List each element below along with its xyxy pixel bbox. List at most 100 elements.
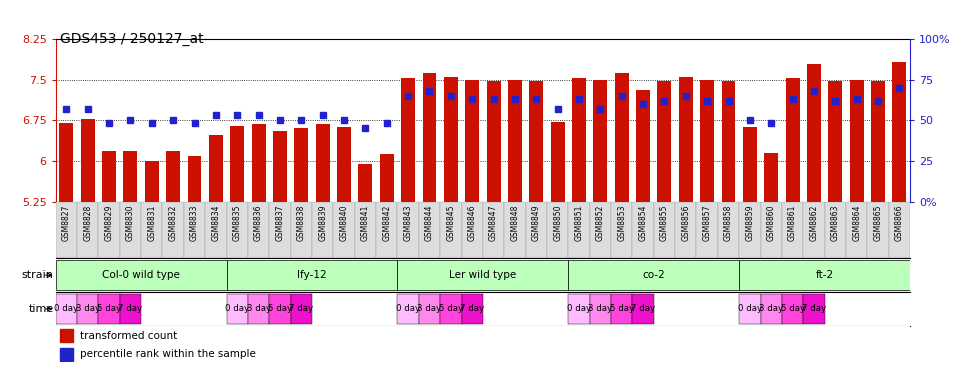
Bar <box>99 202 120 258</box>
Text: transformed count: transformed count <box>80 331 177 341</box>
Bar <box>419 294 440 324</box>
Text: GSM8839: GSM8839 <box>318 205 327 241</box>
Bar <box>444 77 458 202</box>
Text: 3 day: 3 day <box>247 305 271 313</box>
Text: GSM8861: GSM8861 <box>788 205 797 241</box>
Bar <box>77 202 98 258</box>
Bar <box>589 294 611 324</box>
Bar <box>466 79 479 202</box>
Text: 7 day: 7 day <box>460 305 484 313</box>
Bar <box>99 294 120 324</box>
Bar <box>252 124 266 202</box>
Bar <box>593 79 608 202</box>
Bar <box>295 128 308 202</box>
Text: GSM8838: GSM8838 <box>297 205 306 241</box>
Bar <box>227 202 248 258</box>
Text: 3 day: 3 day <box>76 305 100 313</box>
Bar <box>568 294 589 324</box>
Text: 7 day: 7 day <box>631 305 655 313</box>
Text: ft-2: ft-2 <box>816 270 833 280</box>
Bar <box>760 202 781 258</box>
Bar <box>273 131 287 202</box>
Bar <box>633 202 654 258</box>
Text: co-2: co-2 <box>642 270 665 280</box>
Text: 7 day: 7 day <box>118 305 142 313</box>
Bar <box>102 151 116 202</box>
Bar <box>739 260 910 290</box>
Bar <box>440 294 462 324</box>
Bar <box>380 154 394 202</box>
Bar <box>227 294 248 324</box>
Text: GSM8849: GSM8849 <box>532 205 540 241</box>
Text: GSM8856: GSM8856 <box>682 205 690 241</box>
Text: GSM8859: GSM8859 <box>745 205 755 241</box>
Text: GSM8841: GSM8841 <box>361 205 370 241</box>
Bar <box>508 79 522 202</box>
Text: GSM8828: GSM8828 <box>84 205 92 241</box>
Bar <box>850 79 864 202</box>
Bar <box>828 81 842 202</box>
Bar <box>337 127 351 202</box>
Bar <box>397 260 568 290</box>
Text: GSM8850: GSM8850 <box>553 205 563 241</box>
Bar <box>56 294 77 324</box>
Text: GSM8860: GSM8860 <box>767 205 776 241</box>
Text: 5 day: 5 day <box>268 305 292 313</box>
Text: GSM8846: GSM8846 <box>468 205 477 241</box>
Text: GSM8833: GSM8833 <box>190 205 199 241</box>
Text: 5 day: 5 day <box>439 305 463 313</box>
Bar <box>355 202 376 258</box>
Bar <box>358 164 372 202</box>
Text: 0 day: 0 day <box>226 305 250 313</box>
Bar <box>846 202 868 258</box>
Bar <box>568 260 739 290</box>
Text: GSM8842: GSM8842 <box>382 205 392 241</box>
Bar <box>487 81 500 202</box>
Bar <box>209 135 223 202</box>
Text: 3 day: 3 day <box>759 305 783 313</box>
Text: GSM8854: GSM8854 <box>638 205 648 241</box>
Bar <box>825 202 846 258</box>
Bar <box>397 294 419 324</box>
Bar <box>462 294 483 324</box>
Text: GSM8852: GSM8852 <box>596 205 605 241</box>
Text: GSM8829: GSM8829 <box>105 205 113 241</box>
Bar <box>248 202 269 258</box>
Bar <box>316 124 329 202</box>
Text: GSM8863: GSM8863 <box>830 205 840 241</box>
Bar <box>658 81 671 202</box>
Bar <box>739 294 760 324</box>
Bar <box>764 153 779 202</box>
Text: 3 day: 3 day <box>588 305 612 313</box>
Text: GSM8848: GSM8848 <box>511 205 519 241</box>
Bar <box>419 202 440 258</box>
Text: GSM8857: GSM8857 <box>703 205 711 241</box>
Text: GSM8845: GSM8845 <box>446 205 455 241</box>
Bar <box>718 202 739 258</box>
Bar <box>589 202 611 258</box>
Text: 5 day: 5 day <box>97 305 121 313</box>
Bar <box>376 202 397 258</box>
Bar <box>483 202 504 258</box>
Bar <box>807 64 821 202</box>
Text: 0 day: 0 day <box>738 305 762 313</box>
Bar <box>636 90 650 202</box>
Text: GSM8837: GSM8837 <box>276 205 284 241</box>
Text: GSM8862: GSM8862 <box>809 205 819 241</box>
Text: 3 day: 3 day <box>418 305 442 313</box>
Bar <box>120 294 141 324</box>
Bar <box>291 202 312 258</box>
Bar <box>77 294 98 324</box>
Text: GDS453 / 250127_at: GDS453 / 250127_at <box>60 32 204 46</box>
Bar <box>205 202 227 258</box>
Text: GSM8855: GSM8855 <box>660 205 669 241</box>
Text: GSM8840: GSM8840 <box>340 205 348 241</box>
Bar <box>504 202 526 258</box>
Bar <box>312 202 333 258</box>
Text: Ler wild type: Ler wild type <box>449 270 516 280</box>
Text: 5 day: 5 day <box>780 305 804 313</box>
Text: GSM8864: GSM8864 <box>852 205 861 241</box>
Bar <box>333 202 355 258</box>
Text: GSM8827: GSM8827 <box>61 205 71 241</box>
Bar <box>60 329 73 342</box>
